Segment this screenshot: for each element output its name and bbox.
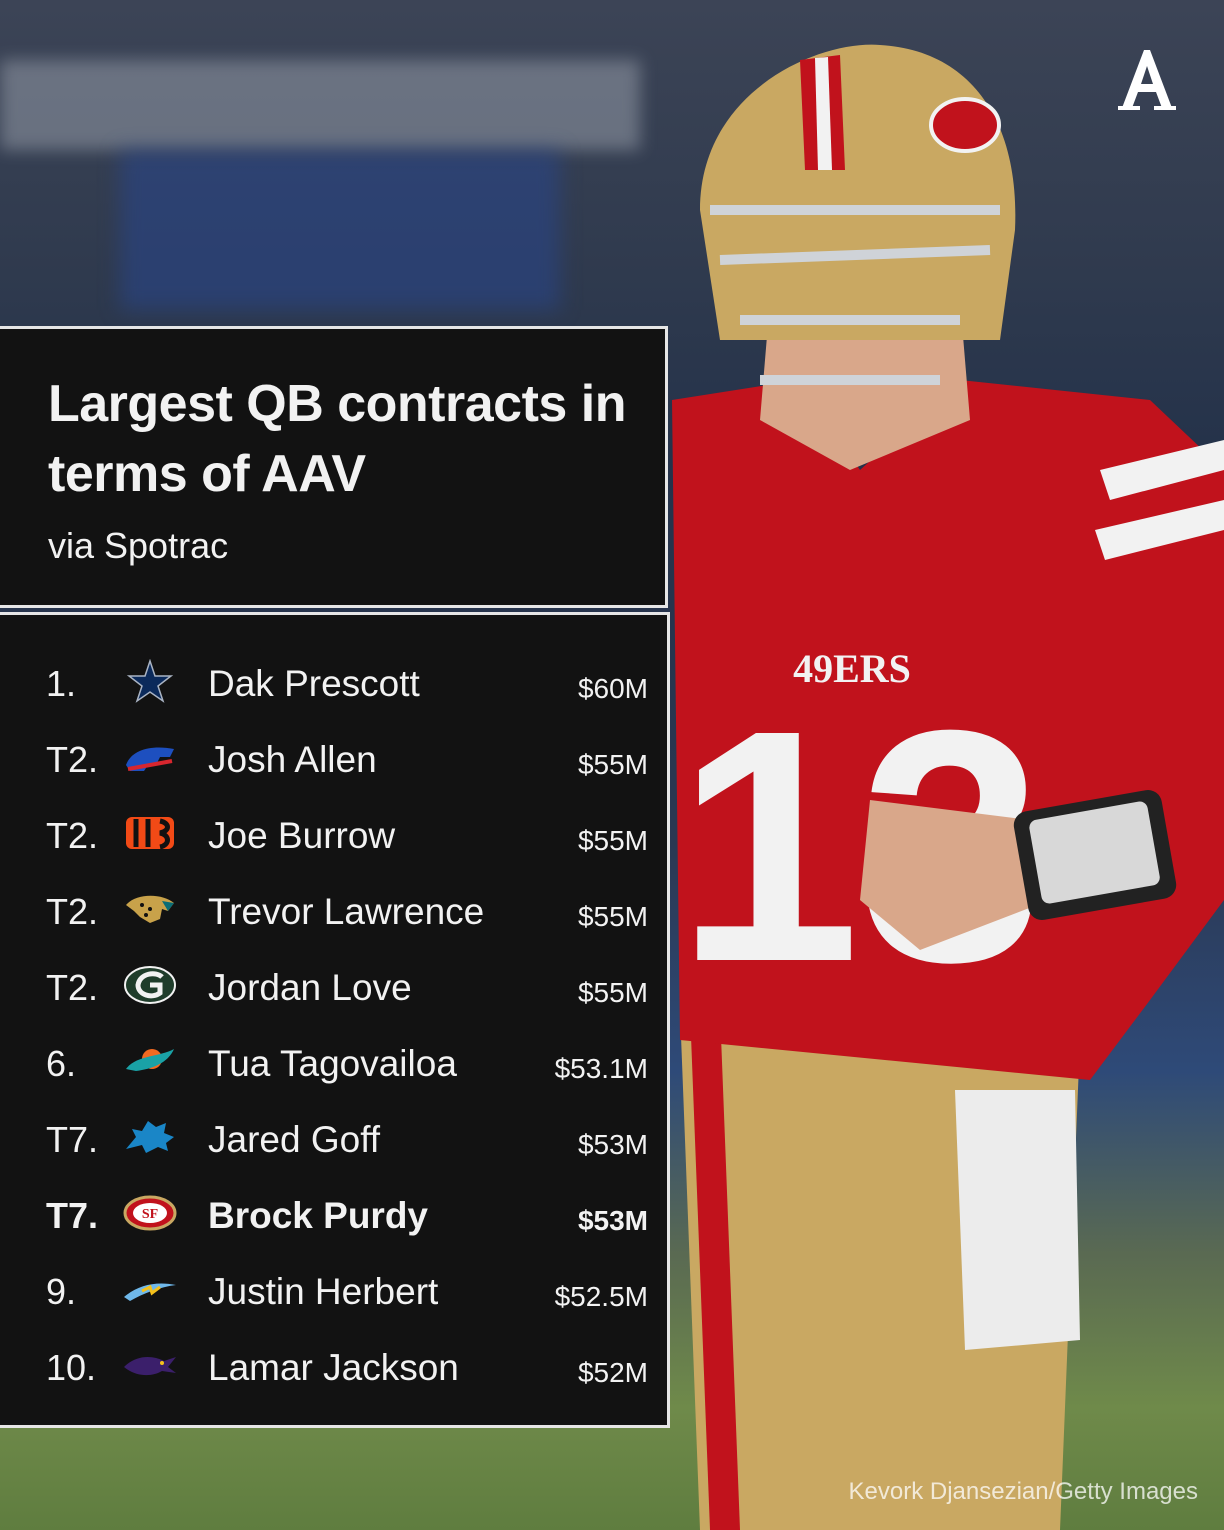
source-subtitle: via Spotrac [48,525,229,566]
player-name: Joe Burrow [208,815,396,856]
list-item: T7. Jared Goff $53M [0,1105,670,1181]
rank: T2. [46,739,99,780]
player-name: Lamar Jackson [208,1347,459,1388]
list-item-highlighted: T7. SF Brock Purdy $53M [0,1181,670,1257]
player-name: Dak Prescott [208,663,420,704]
contract-amount: $55M [577,749,648,780]
player-name: Justin Herbert [208,1271,439,1312]
dolphins-icon [126,1049,174,1071]
player-name: Jared Goff [208,1119,381,1160]
lions-icon [126,1121,174,1153]
contract-amount: $55M [577,977,648,1008]
list-item: 1. Dak Prescott $60M [0,649,670,725]
rank: 6. [46,1043,77,1084]
contract-amount: $53.1M [554,1053,648,1084]
player-name: Josh Allen [208,739,377,780]
cowboys-star-icon [126,659,174,703]
rank: 9. [46,1271,77,1312]
list-item: T2. Josh Allen $55M [0,725,670,801]
contract-amount: $55M [577,901,648,932]
contract-amount: $52M [577,1357,648,1388]
rank: 10. [46,1347,97,1388]
player-name: Brock Purdy [208,1195,429,1236]
stadium-light-blur [0,60,640,150]
photo-credit: Kevork Djansezian/Getty Images [848,1478,1199,1505]
ranking-list: 1. Dak Prescott $60M T2. Josh Allen $55M… [0,612,670,1428]
title-panel: Largest QB contracts in terms of AAV via… [0,326,668,608]
list-item: 9. Justin Herbert $52.5M [0,1257,670,1333]
jersey-text: 49ERS [793,646,911,691]
rank: 1. [46,663,77,704]
contract-amount: $60M [577,673,648,704]
rank: T7. [46,1119,99,1160]
stadium-seats-blur [120,150,560,310]
rank: T2. [46,891,99,932]
jaguars-icon [126,895,174,923]
contract-amount: $52.5M [554,1281,648,1312]
player-name: Jordan Love [208,967,412,1008]
bills-icon [126,747,174,771]
player-name: Trevor Lawrence [208,891,485,932]
list-item: T2. Joe Burrow $55M [0,801,670,877]
chargers-icon [124,1283,176,1301]
rank: T2. [46,967,99,1008]
list-item: T2. Jordan Love $55M [0,953,670,1029]
rank: T7. [46,1195,99,1236]
49ers-icon: SF [123,1195,177,1231]
list-item: T2. Trevor Lawrence $55M [0,877,670,953]
contract-amount: $55M [577,825,648,856]
rank: T2. [46,815,99,856]
sf-logo-text: SF [142,1207,158,1222]
page-title: Largest QB contracts in terms of AAV [48,375,626,503]
list-item: 6. Tua Tagovailoa $53.1M [0,1029,670,1105]
contract-amount: $53M [577,1205,648,1236]
list-item: 10. Lamar Jackson $52M [0,1333,670,1409]
player-name: Tua Tagovailoa [208,1043,457,1084]
the-athletic-logo-icon [1118,50,1176,110]
bengals-icon [126,817,174,850]
contract-amount: $53M [577,1129,648,1160]
ravens-icon [124,1357,176,1376]
packers-icon [124,966,176,1004]
